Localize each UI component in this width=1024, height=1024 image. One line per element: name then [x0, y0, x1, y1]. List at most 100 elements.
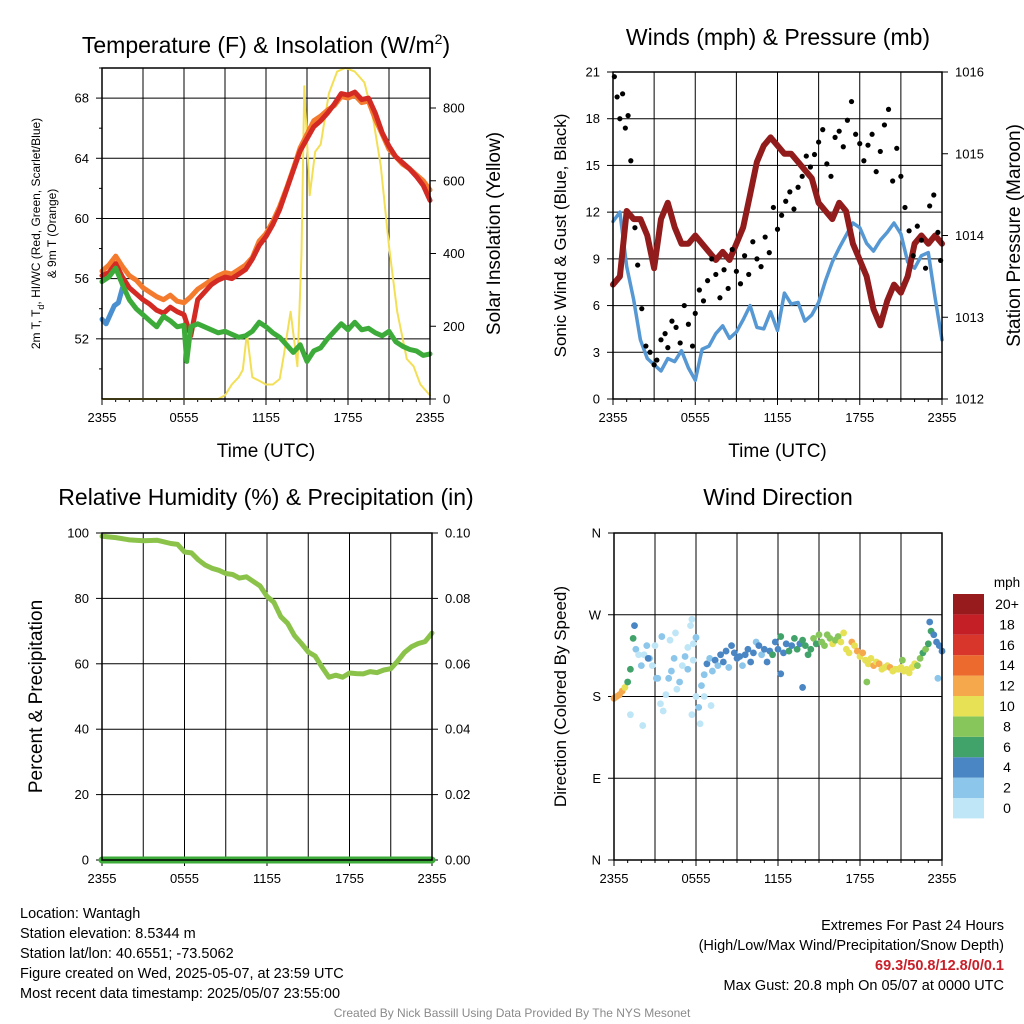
gust-point [729, 246, 735, 253]
gust-point [791, 206, 797, 212]
x-tick-label: 1755 [335, 871, 364, 886]
direction-point [627, 665, 634, 673]
gust-point [869, 131, 875, 137]
chart-title: Wind Direction [703, 484, 853, 510]
plot-border [101, 67, 431, 400]
x-axis-label: Time (UTC) [217, 441, 316, 462]
gust-point [857, 141, 863, 147]
direction-point [635, 651, 642, 659]
direction-point [810, 634, 817, 642]
gust-point [619, 91, 626, 97]
direction-point [700, 671, 708, 679]
plot-border [612, 71, 943, 400]
gust-point [758, 264, 764, 270]
direction-point [826, 634, 834, 642]
figure-created: Figure created on Wed, 2025-05-07, at 23… [20, 966, 344, 982]
y-left-tick-label: 15 [586, 158, 600, 173]
gust-point [746, 271, 752, 278]
gust-point [844, 117, 851, 123]
gust-point [803, 153, 809, 159]
direction-point [747, 658, 755, 666]
direction-point [934, 674, 942, 682]
credit-line: Created By Nick Bassill Using Data Provi… [333, 1006, 691, 1020]
direction-point [845, 649, 853, 657]
y-right-tick-label: 1012 [955, 392, 984, 407]
y-right-tick-label: 1016 [955, 65, 984, 80]
direction-point [673, 685, 681, 693]
y-right-tick-label: 0.00 [445, 853, 470, 868]
direction-point [665, 674, 673, 682]
direction-point [867, 654, 875, 662]
direction-point [662, 691, 670, 699]
direction-point [696, 720, 704, 728]
direction-point [791, 634, 798, 642]
gust-point [625, 113, 631, 119]
gust-point [779, 212, 785, 218]
gust-point [617, 116, 623, 122]
y-left-tick-label: N [592, 526, 601, 541]
gust-point [622, 125, 628, 131]
y-left-label-subscript: d [36, 305, 46, 310]
direction-point [922, 645, 929, 653]
gust-point [628, 158, 634, 164]
direction-point [763, 658, 771, 666]
legend-label: 12 [999, 678, 1015, 694]
direction-point [700, 693, 708, 700]
direction-point [695, 704, 703, 711]
direction-point [714, 662, 722, 670]
series-temp [99, 89, 433, 339]
y-right-tick-label: 200 [443, 319, 465, 334]
y-right-tick-label: 1013 [955, 310, 984, 325]
gust-point [742, 253, 748, 259]
direction-point [728, 642, 735, 650]
x-tick-label: 1155 [252, 410, 280, 425]
y-left-tick-label: 64 [75, 151, 89, 166]
series-wind [611, 210, 944, 383]
direction-point [703, 660, 711, 668]
gust-point [689, 343, 696, 349]
gust-point [614, 94, 620, 100]
direction-point [687, 622, 694, 630]
direction-point [709, 667, 716, 675]
extremes-subtitle: (High/Low/Max Wind/Precipitation/Snow De… [698, 938, 1004, 954]
direction-point [750, 649, 757, 657]
recent-timestamp: Most recent data timestamp: 2025/05/07 2… [20, 986, 341, 1002]
direction-point [689, 640, 697, 648]
legend-swatch [953, 798, 984, 819]
extremes-title: Extremes For Past 24 Hours [821, 918, 1004, 934]
gust-point [635, 262, 641, 268]
gust-point [931, 192, 937, 198]
direction-point [821, 642, 828, 650]
title-superscript: 2 [435, 31, 443, 47]
gust-point [865, 142, 871, 148]
direction-point [719, 658, 727, 666]
gust-point [658, 337, 664, 343]
y-left-label-rest: , HI/WC (Red, Green, Scarlet/Blue) [29, 118, 43, 305]
y-right-label: Solar Insolation (Yellow) [484, 132, 505, 335]
direction-point [725, 664, 733, 671]
gust-point [717, 295, 723, 301]
gust-point [840, 144, 846, 150]
x-tick-label: 2355 [928, 410, 957, 425]
gust-point [639, 306, 645, 312]
direction-point [851, 642, 858, 650]
legend-label: 16 [999, 637, 1015, 653]
direction-point [629, 634, 637, 642]
direction-point [666, 636, 674, 644]
direction-point [670, 654, 678, 662]
gust-point [795, 184, 801, 190]
legend-swatch [953, 594, 984, 615]
gust-point [654, 357, 660, 363]
gust-point [725, 285, 731, 292]
direction-point [741, 651, 749, 659]
direction-point [834, 633, 842, 640]
direction-point [688, 711, 696, 719]
gust-point [898, 173, 904, 179]
direction-point [930, 631, 938, 639]
chart-title: Relative Humidity (%) & Precipitation (i… [58, 484, 473, 510]
direction-point [905, 669, 913, 677]
direction-point [621, 684, 629, 691]
x-tick-label: 1155 [764, 871, 792, 886]
direction-point [780, 649, 787, 657]
